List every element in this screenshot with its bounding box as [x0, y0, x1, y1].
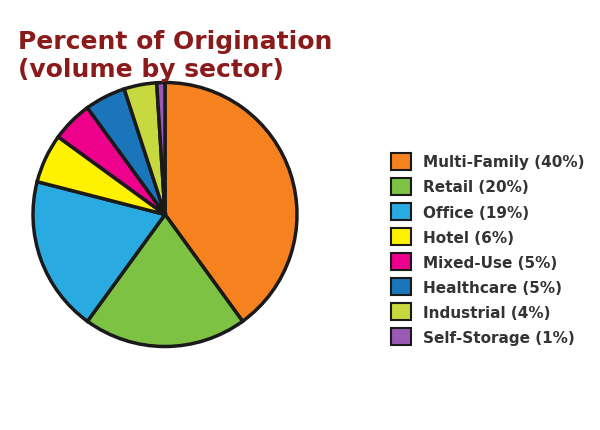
Wedge shape — [165, 83, 297, 322]
Wedge shape — [124, 83, 165, 215]
Legend: Multi-Family (40%), Retail (20%), Office (19%), Hotel (6%), Mixed-Use (5%), Heal: Multi-Family (40%), Retail (20%), Office… — [383, 146, 592, 353]
Wedge shape — [157, 83, 165, 215]
Wedge shape — [33, 182, 165, 322]
Wedge shape — [88, 90, 165, 215]
Wedge shape — [88, 215, 242, 347]
Wedge shape — [58, 108, 165, 215]
Wedge shape — [37, 138, 165, 215]
Text: Percent of Origination
(volume by sector): Percent of Origination (volume by sector… — [18, 30, 332, 82]
